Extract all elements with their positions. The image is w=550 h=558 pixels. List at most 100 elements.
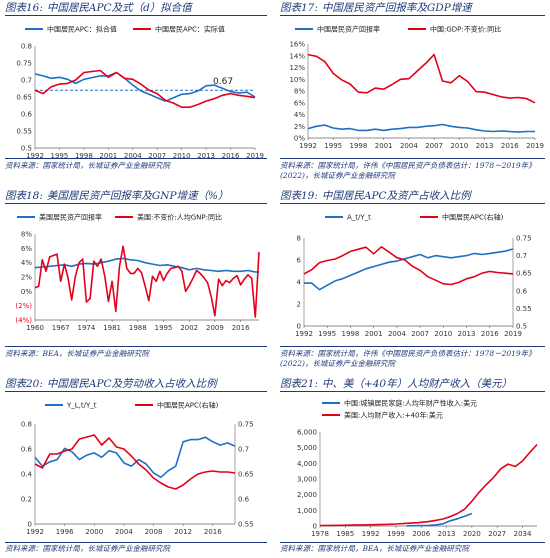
source-rule xyxy=(5,542,267,543)
legend-label: 美国:不变价:人均GNP:同比 xyxy=(137,213,222,222)
source-note: 资料来源：BEA，长城证券产业金融研究院 xyxy=(5,349,149,358)
panel-title: 图表18: 美国居民资产回报率及GNP增速（%） xyxy=(5,188,229,203)
y-tick-label: 0.5 xyxy=(21,145,32,153)
y-tick-label: 0% xyxy=(21,288,32,296)
panel-title: 图表17: 中国居民资产回报率及GDP增速 xyxy=(280,0,472,15)
x-tick-label: 1998 xyxy=(350,142,368,150)
series-line-2 xyxy=(34,245,260,318)
y-tick-label: 12% xyxy=(289,64,305,72)
y-tick-label: 0.65 xyxy=(16,94,32,102)
panel-label: 图表17: xyxy=(280,2,318,14)
source-rule xyxy=(280,346,545,347)
legend-label: Y_L,t/Y_t xyxy=(66,402,97,410)
panel-16: 图表16: 中国居民APC及式（d）拟合值 0.5 0.55 0.6 0.65 0.7 0.… xyxy=(5,0,267,180)
y-tick-label: 2% xyxy=(294,123,305,131)
x-tick-label: 2016 xyxy=(501,142,519,150)
source-rule xyxy=(5,346,267,347)
series-line-1 xyxy=(307,123,535,133)
y-tick-label: 16% xyxy=(289,41,305,49)
x-tick-label: 1995 xyxy=(51,152,69,160)
chart: (4%) (2%) 0% 2% 4% 6% 8% 1960 1967 1974 1981 1988 19… xyxy=(15,213,260,332)
legend-label: 中国居民APC(右轴) xyxy=(442,213,504,222)
x-tick-label: 1967 xyxy=(52,324,70,332)
series-line-1 xyxy=(304,248,514,291)
y-tick-label: 0.8 xyxy=(21,43,32,51)
x-tick-label: 2016 xyxy=(222,152,240,160)
y-tick-label: 6% xyxy=(21,245,32,253)
x-tick-label: 1995 xyxy=(324,142,342,150)
x-tick-label: 1960 xyxy=(26,324,44,332)
x-tick-label: 1992 xyxy=(362,530,380,538)
y-tick-label: 0.75 xyxy=(16,60,32,68)
panel-title-text: 中国居民APC及劳动收入占收入比例 xyxy=(46,378,217,390)
x-tick-label: 2019 xyxy=(504,330,522,338)
y-tick-label: 0.6 xyxy=(21,446,33,454)
series-line-2 xyxy=(303,245,514,286)
x-tick-label: 2001 xyxy=(99,152,117,160)
x-tick-label: 1981 xyxy=(103,324,121,332)
y-tick-label: 6 xyxy=(297,257,302,265)
y-tick-label: 2% xyxy=(21,274,32,282)
y-tick-label: 4% xyxy=(21,259,32,267)
x-tick-label: 1988 xyxy=(129,324,147,332)
title-rule xyxy=(5,391,267,392)
y2-tick-label: 0.6 xyxy=(238,496,250,504)
y-tick-label: 4% xyxy=(294,111,305,119)
x-tick-label: 2004 xyxy=(388,330,406,338)
x-tick-label: 2006 xyxy=(412,530,430,538)
source-note: 资料来源：国家统计局，长城证券产业金融研究院 xyxy=(5,544,170,553)
panel-17: 图表17: 中国居民资产回报率及GDP增速 0% 2% 4% 6% 8% 10% 12% 14%… xyxy=(280,0,545,180)
legend-label: A_t/Y_t xyxy=(347,214,371,222)
x-tick-label: 2007 xyxy=(411,330,429,338)
x-tick-label: 2002 xyxy=(180,324,198,332)
y-tick-label: 8% xyxy=(21,231,32,239)
series-line-2 xyxy=(307,53,536,104)
y-tick-label: 2,000 xyxy=(297,491,317,499)
x-tick-label: 1992 xyxy=(26,528,44,536)
y-tick-label: 5,000 xyxy=(297,444,317,452)
x-tick-label: 2010 xyxy=(434,330,452,338)
y-tick-label: 4 xyxy=(297,279,302,287)
annotation-label: 0.67 xyxy=(213,77,233,87)
x-tick-label: 1974 xyxy=(77,324,95,332)
title-rule xyxy=(280,15,545,16)
y-tick-label: 0 xyxy=(297,323,301,331)
panel-21: 图表21: 中、美（+40年）人均财产收入（美元） 0 1,000 2,000 3,00… xyxy=(280,376,545,556)
panel-title-text: 中国居民APC及资产占收入比例 xyxy=(321,190,471,202)
source-note: 资料来源：国家统计局，许伟《中国居民资产负债表估计：1978－2019年》(20… xyxy=(280,161,536,180)
x-tick-label: 2019 xyxy=(526,142,544,150)
title-rule xyxy=(280,203,545,204)
legend-label: 中国:城镇居民家庭:人均年财产性收入:美元 xyxy=(344,399,477,408)
chart: 0 1,000 2,000 3,000 4,000 5,000 6,000 1978 1985 1… xyxy=(297,399,538,538)
x-tick-label: 2016 xyxy=(204,528,222,536)
x-tick-label: 1992 xyxy=(295,330,313,338)
x-tick-label: 2000 xyxy=(85,528,103,536)
y-tick-label: 10% xyxy=(289,76,305,84)
x-tick-label: 2034 xyxy=(514,530,532,538)
series-line-2 xyxy=(319,443,538,527)
x-tick-label: 2004 xyxy=(115,528,133,536)
series-line-2 xyxy=(34,434,236,490)
series-line-1 xyxy=(34,257,259,273)
legend-label: 中国居民资产回报率 xyxy=(317,25,380,34)
y-tick-label: 0.55 xyxy=(16,128,32,136)
x-tick-label: 2013 xyxy=(458,330,476,338)
y-tick-label: 0.8 xyxy=(21,421,32,429)
panel-label: 图表16: xyxy=(5,2,43,14)
x-tick-label: 2027 xyxy=(488,530,506,538)
y-tick-label: (2%) xyxy=(15,302,32,310)
x-tick-label: 1992 xyxy=(26,152,44,160)
panel-label: 图表20: xyxy=(5,378,43,390)
y2-tick-label: 0.7 xyxy=(238,446,249,454)
y-tick-label: 0 xyxy=(313,523,317,531)
y-tick-label: 6,000 xyxy=(297,429,317,437)
x-tick-label: 2016 xyxy=(481,330,499,338)
x-tick-label: 2013 xyxy=(197,152,215,160)
y-tick-label: 0.6 xyxy=(21,111,33,119)
x-tick-label: 2001 xyxy=(375,142,393,150)
title-rule xyxy=(5,15,267,16)
x-tick-label: 1995 xyxy=(155,324,173,332)
y2-tick-label: 0.65 xyxy=(238,471,254,479)
y-tick-label: (4%) xyxy=(15,317,32,325)
y2-tick-label: 0.75 xyxy=(238,421,254,429)
